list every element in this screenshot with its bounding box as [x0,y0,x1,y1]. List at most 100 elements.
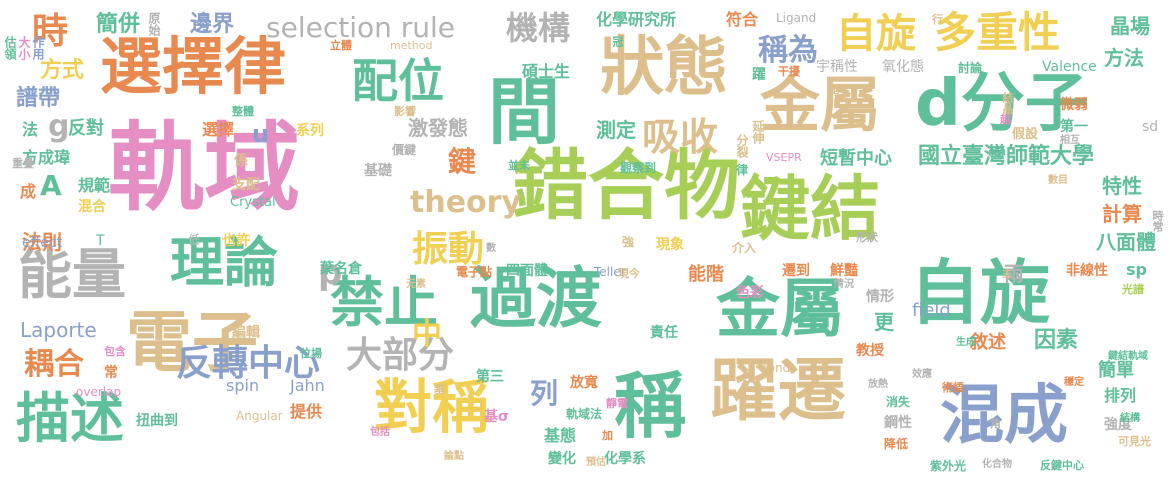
word: 軌域法 [566,407,603,421]
word: 分裂 [735,134,749,158]
word: g [48,109,70,144]
word: Jahn [290,376,325,395]
word: 過渡 [470,260,602,337]
word: 對稱 [374,373,491,441]
word: 論點 [444,451,464,462]
word: 術語 [942,381,964,394]
word: 冠 [611,36,624,47]
word: 描述 [16,387,124,450]
word: 系列 [296,123,324,139]
word: 選擇律 [100,30,287,103]
word: 位場 [300,347,322,360]
word: 降低 [884,437,909,451]
word: 行 [932,13,943,26]
word: 低 [188,233,201,247]
word: 靜電 [606,397,628,410]
word: 現象 [656,237,684,253]
word: 並未 [508,159,530,172]
word: 符合 [726,10,759,29]
word: 教授 [856,343,884,359]
word: 電子 [126,304,258,381]
word: 基礎 [364,163,392,179]
word: 加 [602,429,613,442]
word: 消失 [886,395,911,409]
word: Laporte [20,318,97,342]
word: 現今 [618,267,640,280]
word: 估領 [3,36,17,60]
word: 鍵結 [740,168,880,250]
word: 譜帶 [16,86,61,111]
word: 效應 [912,369,932,380]
word: 紫外光 [930,459,967,473]
word: d分子 [915,67,1089,141]
word: 大部分 [346,335,455,376]
word: 簡併 [96,12,141,37]
word: 計算 [1102,202,1142,226]
word: 反鍵中心 [1040,459,1084,472]
word: 化學研究所 [596,10,677,29]
word: 原始 [147,12,161,36]
word: 狀態 [600,31,728,105]
word: 方式 [40,58,85,83]
word: 強度 [1104,417,1132,433]
word: 振動 [412,229,485,270]
word: 角 [990,417,1001,430]
word: 討論 [958,61,983,75]
word: T [96,233,105,249]
word: 金屬 [716,273,844,347]
word: Ligand [776,11,817,25]
word: 氧化態 [882,59,924,75]
word: 主 [1002,269,1012,280]
word: 化學系 [604,451,646,467]
word: 錯合物 [512,141,740,230]
word: 數目 [1048,175,1068,186]
word: 整體 [232,105,254,118]
word: 更 [874,310,894,334]
word: 四面體 [506,263,548,279]
word: 測定 [596,118,636,142]
word: sd [1142,119,1159,135]
word: 混合 [78,199,106,215]
word: 相互 [1060,135,1080,146]
word: 配 [828,83,839,96]
word: 情形 [866,289,894,305]
word: 躍遷 [710,352,847,431]
word: 成 [20,182,37,201]
word: 能量 [18,243,126,306]
word: 係 [234,153,248,169]
word: 包含 [104,345,126,358]
word: 第一 [1060,119,1088,135]
word: 預估 [586,457,606,468]
word: 因素 [1034,328,1079,353]
word: 放熱 [868,379,888,390]
word: 假設 [1012,127,1039,142]
word: 選擇 [202,120,235,139]
word: 基σ [484,409,509,425]
word: 法則 [22,230,62,254]
word: 時常 [1151,210,1164,232]
word: 吸收 [642,115,719,159]
word: 反轉中心 [176,343,321,384]
word: effect [22,235,63,251]
word: 常 [104,365,118,381]
word: 方法 [1104,46,1144,70]
word: selection rule [266,11,456,44]
word: 可見光 [1118,435,1151,448]
word: theory [410,185,522,220]
word: Teller [594,265,626,279]
word: 混成 [940,379,1068,453]
word: Crystal [230,195,276,210]
word: method [390,39,433,52]
word: 非線性 [1066,263,1108,279]
word: 自旋 [910,252,1050,334]
word: 基態 [544,426,577,445]
word: 禁止 [330,271,438,334]
word: 強 [622,235,635,249]
word: 元素 [406,279,426,290]
word: 生成 [956,337,976,348]
word: 觀察到 [620,161,657,175]
word: 介入 [732,241,757,255]
word: 價鍵 [392,143,417,157]
word: A [40,169,62,202]
word: Angular [236,409,283,423]
